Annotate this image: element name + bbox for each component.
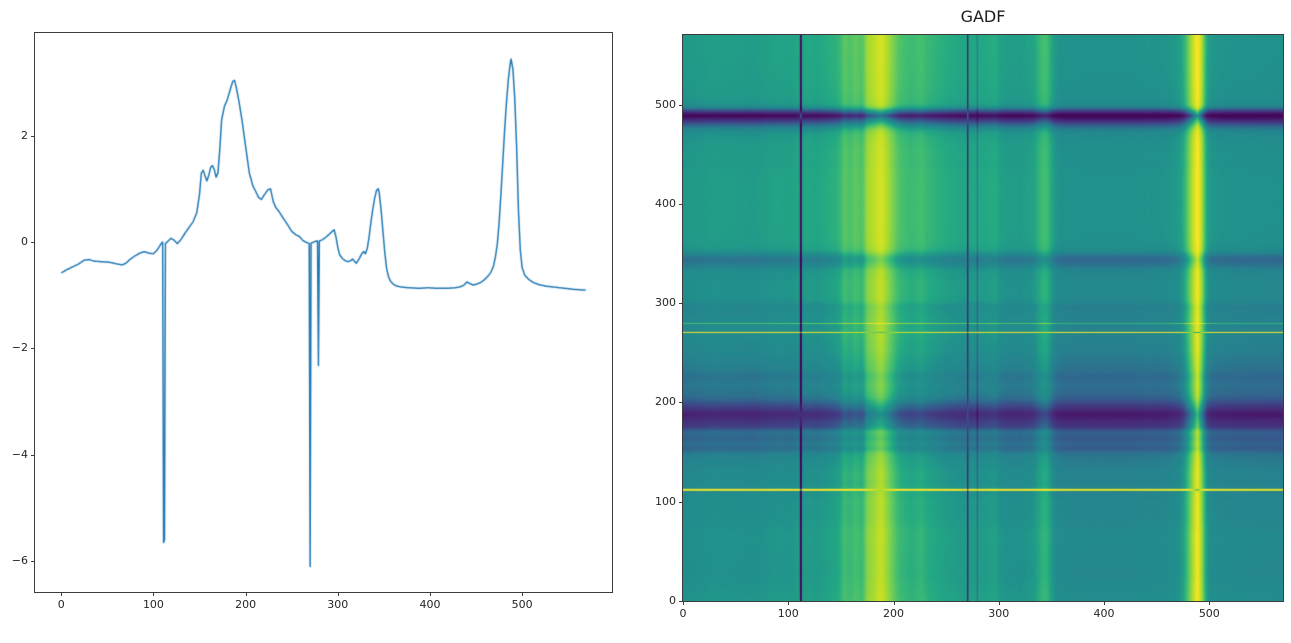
y-tick-mark	[679, 104, 683, 106]
x-tick-mark	[245, 592, 247, 596]
y-tick-mark	[679, 203, 683, 205]
y-tick-label: 0	[21, 234, 28, 248]
y-tick-label: −4	[11, 447, 28, 461]
y-tick-mark	[31, 348, 35, 350]
x-tick-label: 400	[419, 598, 441, 611]
gadf-title: GADF	[960, 7, 1006, 26]
x-tick-label: 100	[777, 607, 799, 620]
x-tick-label: 0	[679, 607, 687, 620]
x-tick-mark	[1104, 601, 1106, 605]
signal-line-canvas	[35, 33, 612, 592]
y-tick-label: 200	[655, 395, 676, 409]
y-tick-mark	[679, 303, 683, 305]
y-tick-label: 300	[655, 295, 676, 309]
x-tick-mark	[522, 592, 524, 596]
y-tick-mark	[679, 501, 683, 503]
y-tick-label: 0	[669, 593, 676, 607]
x-tick-mark	[1209, 601, 1211, 605]
x-tick-label: 0	[57, 598, 65, 611]
x-tick-label: 300	[988, 607, 1010, 620]
gadf-heatmap-canvas	[683, 35, 1283, 601]
x-tick-label: 200	[883, 607, 905, 620]
x-tick-label: 200	[235, 598, 257, 611]
y-tick-label: 400	[655, 196, 676, 210]
x-tick-mark	[998, 601, 1000, 605]
y-tick-label: −6	[11, 553, 28, 567]
y-tick-mark	[679, 402, 683, 404]
y-tick-mark	[31, 135, 35, 137]
x-tick-label: 500	[511, 598, 533, 611]
y-tick-mark	[31, 561, 35, 563]
x-tick-label: 100	[142, 598, 164, 611]
x-tick-mark	[429, 592, 431, 596]
x-tick-label: 300	[327, 598, 349, 611]
x-tick-mark	[893, 601, 895, 605]
x-tick-mark	[788, 601, 790, 605]
y-tick-label: −2	[11, 341, 28, 355]
gadf-heatmap-plot: 0 100 200 300 400 500 0 100 200 300 400 500	[655, 34, 1284, 620]
signal-line-plot: 0 100 200 300 400 500 −6 −4 −2 0 2	[12, 32, 613, 611]
y-tick-mark	[679, 601, 683, 602]
x-tick-mark	[683, 601, 684, 605]
y-tick-label: 2	[21, 128, 28, 142]
y-tick-label: 500	[655, 97, 676, 111]
y-tick-mark	[31, 242, 35, 244]
y-tick-label: 100	[655, 494, 676, 508]
x-tick-mark	[153, 592, 155, 596]
x-tick-label: 400	[1093, 607, 1115, 620]
x-tick-mark	[61, 592, 63, 596]
x-tick-mark	[337, 592, 339, 596]
x-tick-label: 500	[1198, 607, 1220, 620]
y-tick-mark	[31, 454, 35, 456]
